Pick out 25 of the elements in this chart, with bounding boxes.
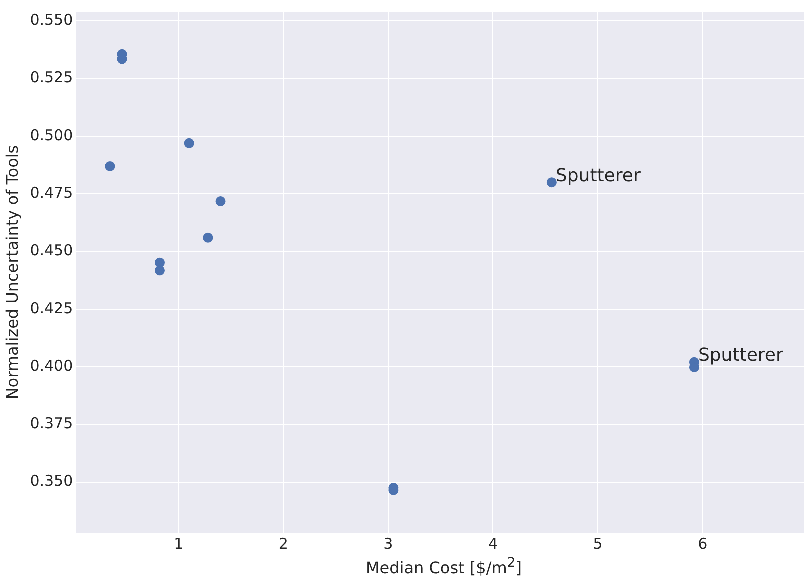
point xyxy=(184,138,194,148)
y-tick-label: 0.500 xyxy=(30,126,74,144)
x-axis-title: Median Cost [$/m$^{2}$] xyxy=(364,556,524,578)
point xyxy=(105,161,116,172)
y-tick-label: 0.400 xyxy=(30,356,74,375)
x-tick-label: 4 xyxy=(488,534,498,553)
y-tick-label: 0.550 xyxy=(30,11,74,30)
y-tick-label: 0.375 xyxy=(30,414,74,433)
y-axis-title: Normalized Uncertainty of Tools xyxy=(2,145,22,400)
y-tick-label: 0.525 xyxy=(30,68,74,87)
x-tick-label: 5 xyxy=(593,534,603,553)
x-tick-label: 1 xyxy=(174,534,184,553)
annotation: Sputterer xyxy=(556,165,642,186)
y-tick-label: 0.350 xyxy=(30,472,74,490)
annotation: Sputterer xyxy=(698,345,784,366)
point xyxy=(203,232,214,243)
point xyxy=(546,178,557,188)
y-tick-label: 0.475 xyxy=(30,184,74,202)
y-tick-label: 0.450 xyxy=(30,242,74,260)
x-tick-label: 2 xyxy=(278,534,288,553)
point xyxy=(216,196,226,206)
x-tick-label: 6 xyxy=(698,534,708,553)
y-tick-label: 0.425 xyxy=(30,299,74,318)
point xyxy=(154,266,165,276)
x-tick-label: 3 xyxy=(384,534,394,553)
